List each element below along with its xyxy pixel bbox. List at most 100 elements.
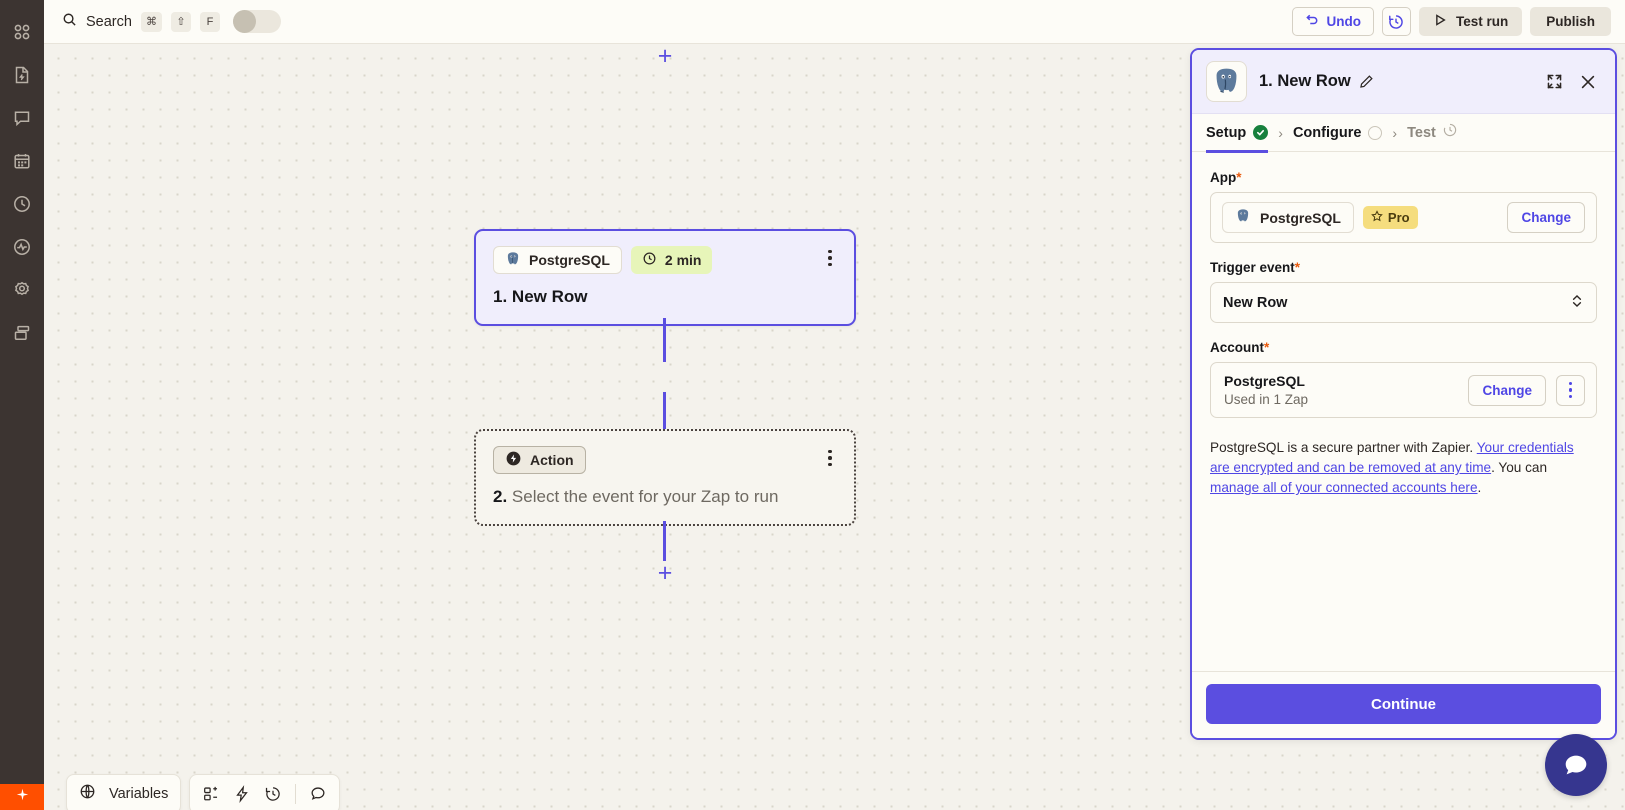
tab-test[interactable]: Test <box>1407 114 1457 152</box>
action-bolt-icon <box>505 450 522 470</box>
pro-badge-label: Pro <box>1387 210 1410 225</box>
chevron-updown-icon <box>1570 293 1584 313</box>
panel-tabs: Setup › Configure › Test <box>1192 114 1615 153</box>
publish-label: Publish <box>1546 14 1595 29</box>
canvas-bottom-toolbar: Variables <box>66 774 341 810</box>
note-mid: . You can <box>1491 460 1548 476</box>
history-revert-icon[interactable] <box>264 785 282 803</box>
zap-document-icon[interactable] <box>0 53 44 96</box>
tab-test-label: Test <box>1407 124 1436 141</box>
check-icon <box>1253 125 1269 140</box>
action-node-title: 2. Select the event for your Zap to run <box>493 487 837 507</box>
search-label: Search <box>86 13 132 30</box>
trigger-node-chips: PostgreSQL 2 min <box>493 246 837 274</box>
trigger-app-name: PostgreSQL <box>529 252 610 268</box>
star-icon <box>1371 210 1383 225</box>
tab-setup[interactable]: Setup <box>1206 114 1269 153</box>
action-badge: Action <box>493 446 586 474</box>
layout-icon[interactable] <box>202 785 220 803</box>
top-bar-actions: Undo Test run P <box>1292 7 1625 36</box>
account-name: PostgreSQL <box>1224 373 1305 389</box>
continue-button[interactable]: Continue <box>1206 684 1601 724</box>
security-note: PostgreSQL is a secure partner with Zapi… <box>1210 438 1597 498</box>
postgresql-elephant-icon <box>1235 208 1251 227</box>
trigger-node-menu-icon[interactable] <box>820 247 840 269</box>
comment-icon[interactable] <box>309 785 327 803</box>
connector-line-1 <box>663 318 666 362</box>
clock-icon[interactable] <box>0 182 44 225</box>
change-account-button[interactable]: Change <box>1468 374 1546 406</box>
panel-title: 1. New Row <box>1259 72 1351 90</box>
pending-clock-icon <box>1443 123 1457 142</box>
trigger-event-label: Trigger event* <box>1210 260 1597 275</box>
test-run-button[interactable]: Test run <box>1418 7 1523 36</box>
panel-footer: Continue <box>1192 671 1615 738</box>
tab-configure-label: Configure <box>1292 124 1362 141</box>
postgresql-elephant-icon <box>505 251 521 270</box>
canvas-tools-group <box>189 774 341 810</box>
add-step-button-2[interactable]: + <box>657 558 673 587</box>
required-asterisk: * <box>1236 170 1242 185</box>
variables-label: Variables <box>109 786 169 802</box>
variables-button[interactable]: Variables <box>66 774 182 810</box>
pro-badge: Pro <box>1362 206 1418 229</box>
undo-label: Undo <box>1326 14 1361 29</box>
account-row: PostgreSQL Used in 1 Zap Change <box>1210 362 1597 418</box>
selected-app-name: PostgreSQL <box>1260 209 1341 226</box>
trigger-step-title: New Row <box>511 287 588 306</box>
action-node[interactable]: Action 2. Select the event for your Zap … <box>474 429 856 526</box>
undo-arrow-icon <box>1305 13 1319 30</box>
action-step-number: 2. <box>493 487 508 506</box>
panel-header-actions <box>1546 73 1601 91</box>
panel-body[interactable]: App* PostgreSQL <box>1192 152 1615 671</box>
undo-button[interactable]: Undo <box>1292 7 1374 36</box>
tab-configure[interactable]: Configure <box>1292 114 1383 152</box>
required-asterisk: * <box>1264 340 1270 355</box>
search-icon <box>62 12 77 32</box>
publish-button[interactable]: Publish <box>1530 7 1611 36</box>
trigger-node-title: 1. New Row <box>493 287 837 307</box>
avatar[interactable] <box>232 10 281 33</box>
account-field-label: Account* <box>1210 340 1597 355</box>
shortcut-key-cmd: ⌘ <box>140 11 162 32</box>
action-node-menu-icon[interactable] <box>820 447 840 469</box>
trigger-event-select[interactable]: New Row <box>1210 282 1597 323</box>
lightning-icon[interactable] <box>233 785 251 803</box>
selected-app-chip: PostgreSQL <box>1222 202 1354 233</box>
gear-icon[interactable] <box>0 268 44 311</box>
note-tail: . <box>1477 480 1482 496</box>
pencil-icon[interactable] <box>1359 74 1374 89</box>
app-field-box: PostgreSQL Pro Change <box>1210 192 1597 243</box>
trigger-node[interactable]: PostgreSQL 2 min 1. New Row <box>474 229 856 326</box>
trigger-event-label-text: Trigger event <box>1210 260 1295 275</box>
left-rail <box>0 0 44 810</box>
test-run-label: Test run <box>1455 14 1509 29</box>
search-box[interactable]: Search ⌘ ⇧ F <box>44 10 281 33</box>
expand-icon[interactable] <box>1546 73 1563 90</box>
step-detail-panel: 1. New Row <box>1190 48 1617 740</box>
database-icon[interactable] <box>0 311 44 354</box>
credentials-link[interactable]: Your credentials are encrypted and can b… <box>1210 440 1574 476</box>
close-icon[interactable] <box>1579 73 1597 91</box>
apps-grid-icon[interactable] <box>0 10 44 53</box>
change-app-button[interactable]: Change <box>1507 202 1585 233</box>
analytics-icon[interactable] <box>0 225 44 268</box>
toolbar-divider <box>295 784 297 804</box>
trigger-time-chip: 2 min <box>630 246 713 274</box>
app-field-label: App* <box>1210 170 1597 185</box>
calendar-icon[interactable] <box>0 139 44 182</box>
trigger-event-value: New Row <box>1223 294 1288 311</box>
panel-header: 1. New Row <box>1192 50 1615 114</box>
connector-line-3 <box>663 521 666 561</box>
chat-bubble-icon[interactable] <box>1545 734 1607 796</box>
manage-accounts-link[interactable]: manage all of your connected accounts he… <box>1210 480 1478 496</box>
shortcut-key-shift: ⇧ <box>170 11 191 32</box>
history-clock-icon[interactable] <box>1381 7 1411 36</box>
chat-bubble-icon[interactable] <box>0 96 44 139</box>
account-menu-icon[interactable] <box>1556 374 1585 406</box>
add-step-button-1[interactable]: + <box>657 44 673 70</box>
empty-circle-icon <box>1368 125 1383 140</box>
action-node-chips: Action <box>493 446 837 474</box>
postgresql-elephant-icon <box>1206 61 1247 102</box>
